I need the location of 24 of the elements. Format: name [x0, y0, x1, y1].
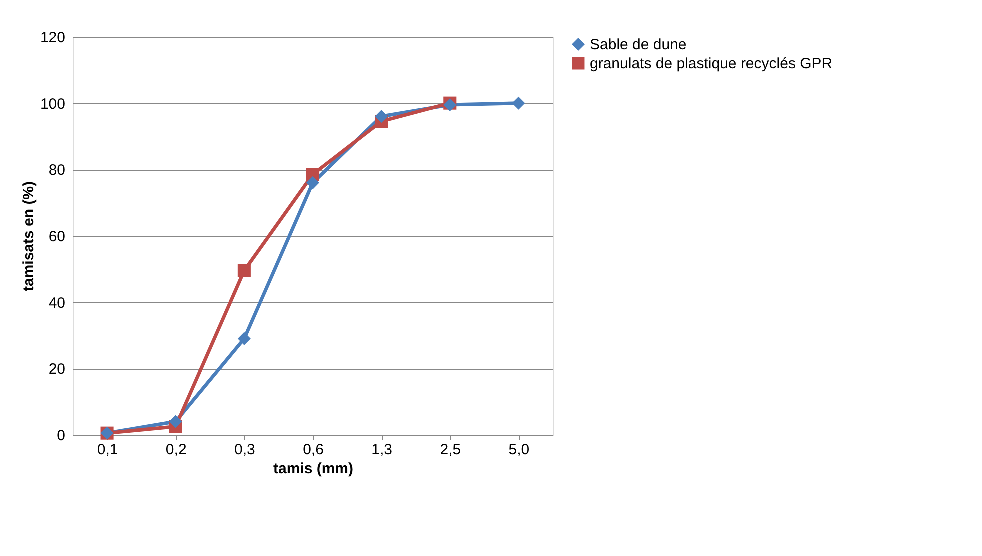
- x-tick-label: 0,2: [166, 442, 187, 458]
- y-tick-label: 40: [48, 294, 66, 312]
- point: [375, 110, 388, 124]
- y-tick-label: 60: [48, 228, 66, 246]
- legend-label: Sable de dune: [590, 36, 687, 54]
- y-tick-label: 80: [48, 162, 66, 180]
- point: [238, 332, 251, 346]
- x-tick-label: 5,0: [508, 442, 530, 458]
- point: [238, 264, 251, 278]
- y-tick-label: 100: [40, 96, 66, 113]
- y-axis-title: tamisats en (%): [20, 181, 38, 292]
- y-tick-label: 20: [48, 361, 66, 378]
- y-tick-label: 0: [57, 428, 66, 444]
- x-tick-label: 2,5: [440, 442, 462, 458]
- point: [306, 176, 320, 190]
- point: [512, 96, 526, 110]
- x-tick-label: 0,1: [97, 442, 118, 458]
- y-tick-label: 120: [40, 30, 66, 46]
- x-tick-label: 0,6: [303, 442, 324, 458]
- x-tick-label: 1,3: [372, 442, 392, 458]
- point: [169, 415, 182, 428]
- legend-label: granulats de plastique recyclés GPR: [590, 56, 833, 72]
- x-tick-label: 0,3: [234, 442, 256, 458]
- x-axis-title: tamis (mm): [273, 460, 354, 478]
